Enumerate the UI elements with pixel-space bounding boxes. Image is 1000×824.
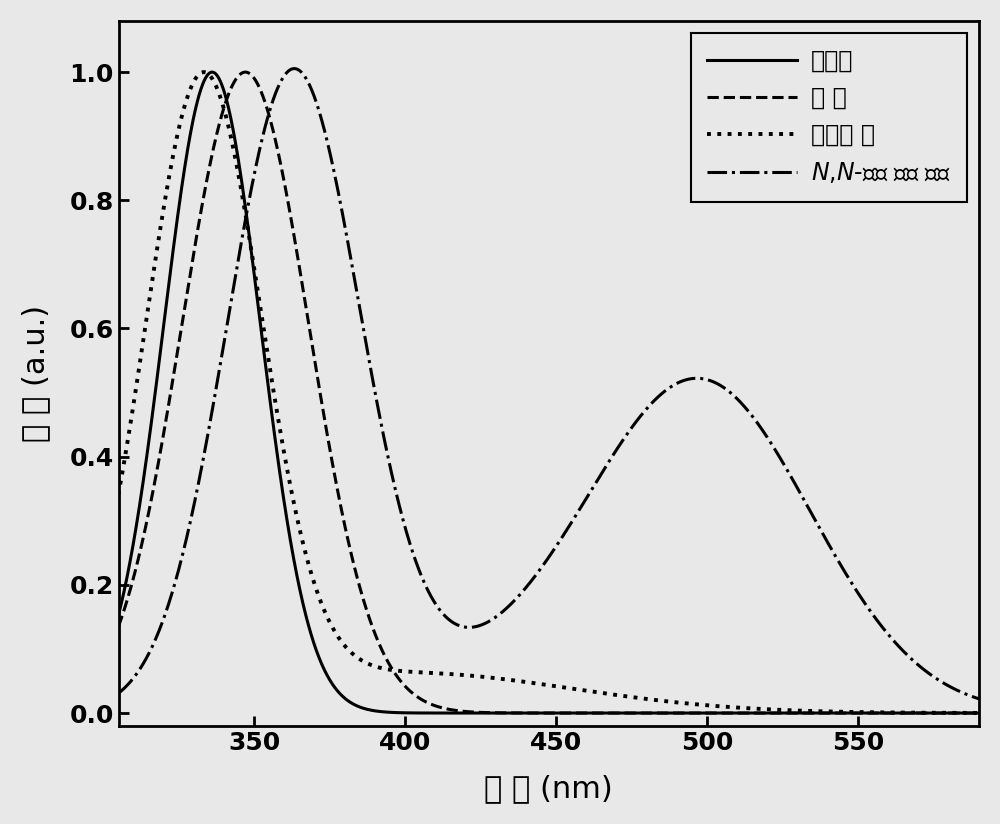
X-axis label: 波 长 (nm): 波 长 (nm): [484, 775, 613, 803]
Legend: 正己烷, 甲 苯, 二氯甲 烷, $N$,$N$-二甲 基甲 酰胺: 正己烷, 甲 苯, 二氯甲 烷, $N$,$N$-二甲 基甲 酰胺: [691, 33, 967, 202]
Y-axis label: 强 度 (a.u.): 强 度 (a.u.): [21, 305, 50, 442]
